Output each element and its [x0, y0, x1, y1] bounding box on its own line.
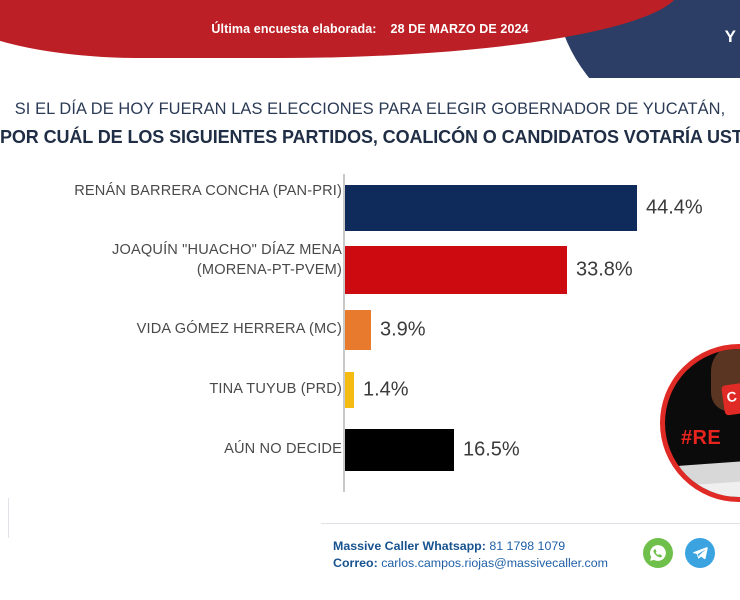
bar-value: 3.9% — [380, 318, 426, 341]
bar-value: 1.4% — [363, 378, 409, 401]
footer-contact: Massive Caller Whatsapp: 81 1798 1079 Co… — [333, 538, 740, 600]
chart-row: RENÁN BARRERA CONCHA (PAN-PRI) 44.4% — [0, 182, 740, 234]
bar-label: TINA TUYUB (PRD) — [12, 380, 342, 399]
bar-tina-tuyub — [345, 372, 354, 408]
bar-label: JOAQUÍN "HUACHO" DÍAZ MENA (MORENA-PT-PV… — [12, 240, 342, 280]
footer-whatsapp-label: Massive Caller Whatsapp: — [333, 539, 486, 553]
bar-joaquin-huacho-diaz-mena — [345, 246, 567, 294]
chart-row: JOAQUÍN "HUACHO" DÍAZ MENA (MORENA-PT-PV… — [0, 242, 740, 296]
footer-whatsapp-value: 81 1798 1079 — [489, 539, 566, 553]
title-line-1: SI EL DÍA DE HOY FUERAN LAS ELECCIONES P… — [14, 100, 726, 118]
bar-label-line2: (MORENA-PT-PVEM) — [196, 262, 342, 278]
bar-value: 33.8% — [576, 258, 633, 281]
bar-label: RENÁN BARRERA CONCHA (PAN-PRI) — [12, 182, 342, 201]
chart-row: TINA TUYUB (PRD) 1.4% — [0, 368, 740, 412]
footer-divider — [321, 523, 740, 524]
title-line-2: POR CUÁL DE LOS SIGUIENTES PARTIDOS, COA… — [0, 127, 740, 147]
badge-hashtag: #RE — [681, 427, 722, 449]
badge-chip: C — [721, 380, 740, 416]
page-title: SI EL DÍA DE HOY FUERAN LAS ELECCIONES P… — [0, 96, 740, 151]
bar-label-line1: TINA TUYUB (PRD) — [209, 381, 342, 397]
header-date-label: Última encuesta elaborada: — [211, 22, 377, 36]
bar-chart: RENÁN BARRERA CONCHA (PAN-PRI) 44.4% JOA… — [0, 168, 740, 498]
footer-email-label: Correo: — [333, 556, 378, 570]
footer-email-value: carlos.campos.riojas@massivecaller.com — [381, 556, 608, 570]
footer-email-row: Correo: carlos.campos.riojas@massivecall… — [333, 555, 608, 572]
bar-renan-barrera-concha — [345, 185, 637, 231]
chart-axis-line — [343, 174, 345, 492]
bar-label: AÚN NO DECIDE — [12, 440, 342, 459]
telegram-icon[interactable] — [685, 538, 715, 568]
chart-row: VIDA GÓMEZ HERRERA (MC) 3.9% — [0, 308, 740, 352]
badge-chip-text: C — [725, 387, 738, 406]
bar-value: 16.5% — [463, 438, 520, 461]
bar-aun-no-decide — [345, 429, 454, 471]
header-right-text: Y — [724, 27, 736, 46]
whatsapp-icon[interactable] — [643, 538, 673, 568]
header-date-value: 28 DE MARZO DE 2024 — [390, 22, 529, 36]
bar-value: 44.4% — [646, 196, 703, 219]
bar-label-line1: VIDA GÓMEZ HERRERA (MC) — [136, 321, 342, 337]
bar-label-line1: RENÁN BARRERA CONCHA (PAN-PRI) — [74, 183, 342, 199]
header-date: Última encuesta elaborada: 28 DE MARZO DE… — [0, 22, 740, 36]
footer-whatsapp-row: Massive Caller Whatsapp: 81 1798 1079 — [333, 538, 608, 555]
footer-text-block: Massive Caller Whatsapp: 81 1798 1079 Co… — [333, 538, 608, 572]
bar-label: VIDA GÓMEZ HERRERA (MC) — [12, 320, 342, 339]
footer-social-icons — [643, 538, 715, 568]
bar-label-line1: AÚN NO DECIDE — [224, 441, 342, 457]
bar-vida-gomez-herrera — [345, 310, 371, 350]
bar-label-line1: JOAQUÍN "HUACHO" DÍAZ MENA — [112, 242, 342, 258]
chart-row: AÚN NO DECIDE 16.5% — [0, 426, 740, 474]
footer-left-divider — [0, 498, 9, 538]
header-banner: Última encuesta elaborada: 28 DE MARZO DE… — [0, 0, 740, 78]
